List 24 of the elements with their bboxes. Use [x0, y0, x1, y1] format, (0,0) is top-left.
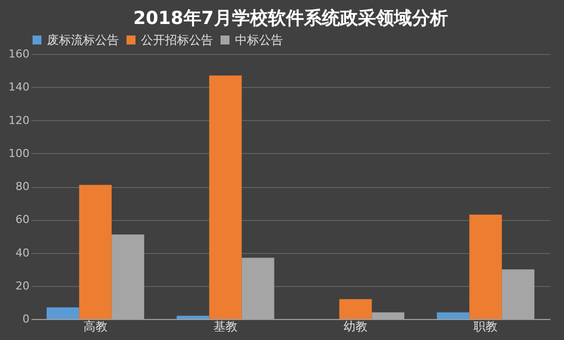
bar [46, 307, 80, 319]
y-tick-label: 0 [22, 312, 30, 326]
x-tick-label: 幼教 [344, 320, 368, 334]
y-tick-label: 80 [16, 180, 30, 193]
bar [209, 76, 242, 319]
bar [79, 184, 112, 319]
x-tick-label: 职教 [474, 320, 498, 334]
y-tick-label: 120 [8, 114, 30, 127]
y-tick-label: 40 [16, 246, 30, 260]
y-tick-label: 160 [8, 48, 30, 60]
legend-label: 废标流标公告 [47, 33, 119, 47]
chart-title: 2018年7月学校软件系统政采领域分析 [133, 8, 448, 29]
y-tick-label: 20 [16, 279, 30, 292]
y-tick-label: 60 [16, 213, 30, 226]
bar [176, 316, 210, 319]
x-tick-label: 高教 [83, 320, 108, 334]
legend-label: 中标公告 [235, 33, 283, 47]
legend-label: 公开招标公告 [141, 33, 213, 47]
bar [339, 299, 372, 319]
bar [436, 312, 470, 319]
y-tick-label: 100 [8, 146, 30, 160]
y-tick-label: 140 [8, 80, 30, 94]
x-tick-label: 基教 [213, 320, 238, 334]
bar [469, 214, 502, 319]
